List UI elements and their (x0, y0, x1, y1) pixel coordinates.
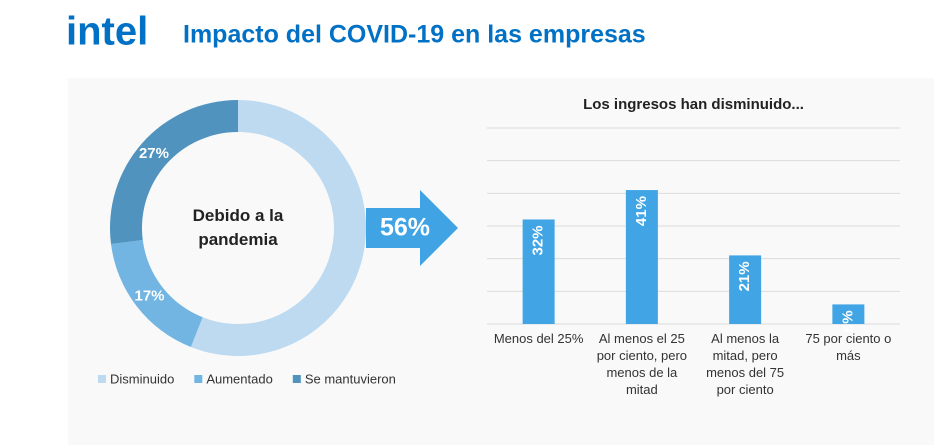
x-tick-label: Al menos el 25 por ciento, pero menos de… (596, 331, 688, 397)
bar-value-label: 21% (736, 261, 753, 291)
arrow-label: 56% (380, 214, 430, 242)
legend-swatch (194, 375, 203, 383)
center-label: Debido a la pandemia (192, 206, 284, 249)
bar (729, 255, 762, 324)
legend-swatch (292, 375, 301, 383)
segment-label: 17% (134, 288, 164, 305)
x-tick-label: Al menos la mitad, pero menos del 75 por… (706, 331, 785, 397)
bar (625, 190, 658, 324)
legend-label: Se mantuvieron (305, 371, 396, 386)
bar (522, 219, 555, 324)
x-tick-label: Menos del 25% (493, 331, 584, 346)
bar (832, 304, 865, 324)
legend-label: Disminuido (110, 371, 174, 386)
legend-label: Aumentado (206, 371, 273, 386)
bar-value-label: 32% (530, 225, 547, 255)
panel (68, 78, 934, 445)
donut-segment (111, 240, 203, 348)
page-title: Impacto del COVID-19 en las empresas (183, 21, 646, 49)
segment-label: 27% (139, 145, 169, 162)
x-tick-label: 75 por ciento o más (805, 331, 892, 363)
legend-swatch (98, 375, 106, 383)
bar-value-label: 41% (633, 196, 650, 226)
bar-value-label: 6% (839, 310, 856, 332)
donut-segment (190, 100, 367, 356)
chart-title: Los ingresos han disminuido... (583, 96, 804, 113)
logo: intel (66, 10, 148, 54)
arrow (366, 190, 458, 266)
donut-segment (109, 100, 238, 245)
